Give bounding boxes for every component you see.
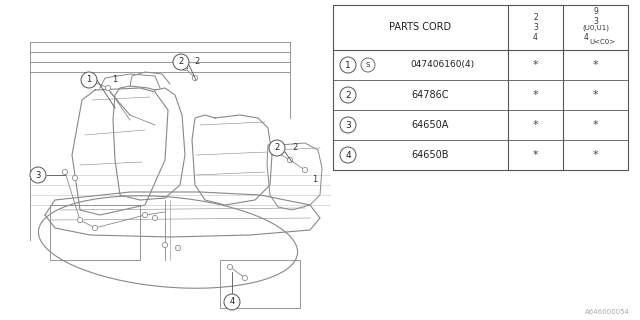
Circle shape (276, 151, 280, 155)
Circle shape (152, 215, 158, 221)
Text: *: * (593, 120, 598, 130)
Bar (50, 205, 140, 260)
Circle shape (92, 225, 98, 231)
Text: *: * (532, 90, 538, 100)
Circle shape (77, 217, 83, 223)
Circle shape (302, 167, 308, 173)
Circle shape (340, 147, 356, 163)
Circle shape (287, 157, 293, 163)
Circle shape (81, 72, 97, 88)
Circle shape (243, 276, 246, 279)
Text: (U0,U1): (U0,U1) (582, 24, 609, 31)
Circle shape (154, 217, 157, 220)
Circle shape (193, 76, 196, 79)
Text: 1: 1 (86, 76, 92, 84)
Circle shape (105, 85, 111, 91)
Circle shape (30, 167, 46, 183)
Circle shape (87, 77, 93, 83)
Text: 2: 2 (275, 143, 280, 153)
Circle shape (227, 264, 233, 270)
Circle shape (340, 87, 356, 103)
Circle shape (93, 227, 97, 229)
Text: 047406160(4): 047406160(4) (410, 60, 475, 69)
Circle shape (74, 177, 77, 180)
Text: 2: 2 (195, 58, 200, 67)
Circle shape (340, 57, 356, 73)
Text: 64650A: 64650A (412, 120, 449, 130)
Text: *: * (593, 150, 598, 160)
Circle shape (88, 78, 92, 82)
Circle shape (72, 175, 78, 181)
Circle shape (79, 219, 81, 221)
Bar (220, 260, 300, 308)
Circle shape (106, 86, 109, 90)
Text: 64650B: 64650B (412, 150, 449, 160)
Circle shape (143, 213, 147, 217)
Text: U<C0>: U<C0> (589, 39, 615, 45)
Circle shape (361, 58, 375, 72)
Text: *: * (532, 60, 538, 70)
Text: A646000054: A646000054 (585, 309, 630, 315)
Text: 4: 4 (583, 33, 588, 42)
Circle shape (224, 294, 240, 310)
Circle shape (142, 212, 148, 218)
Circle shape (177, 246, 179, 250)
Circle shape (162, 242, 168, 248)
Circle shape (184, 67, 186, 69)
Circle shape (173, 54, 189, 70)
Circle shape (303, 169, 307, 172)
Circle shape (242, 275, 248, 281)
Text: 3: 3 (345, 121, 351, 130)
Circle shape (62, 169, 68, 175)
Circle shape (175, 245, 181, 251)
Text: 2: 2 (345, 91, 351, 100)
Text: PARTS CORD: PARTS CORD (389, 22, 452, 33)
Text: 2: 2 (179, 58, 184, 67)
Text: 1: 1 (312, 175, 317, 185)
Text: 9
3: 9 3 (593, 7, 598, 26)
Circle shape (340, 117, 356, 133)
Text: 2
3
4: 2 3 4 (533, 13, 538, 42)
Text: 1: 1 (345, 60, 351, 69)
Circle shape (182, 65, 188, 71)
Circle shape (192, 75, 198, 81)
Circle shape (289, 158, 291, 162)
Text: 2: 2 (292, 143, 298, 153)
Text: *: * (532, 120, 538, 130)
Circle shape (269, 140, 285, 156)
Text: 4: 4 (229, 298, 235, 307)
Text: 4: 4 (345, 150, 351, 159)
Text: S: S (366, 62, 370, 68)
Text: *: * (593, 60, 598, 70)
Circle shape (163, 244, 166, 246)
Circle shape (275, 150, 281, 156)
Circle shape (228, 266, 232, 268)
Text: *: * (532, 150, 538, 160)
Text: 64786C: 64786C (412, 90, 449, 100)
Bar (333, 5, 628, 170)
Text: 1: 1 (113, 76, 118, 84)
Text: *: * (593, 90, 598, 100)
Circle shape (63, 171, 67, 173)
Text: 3: 3 (35, 171, 41, 180)
